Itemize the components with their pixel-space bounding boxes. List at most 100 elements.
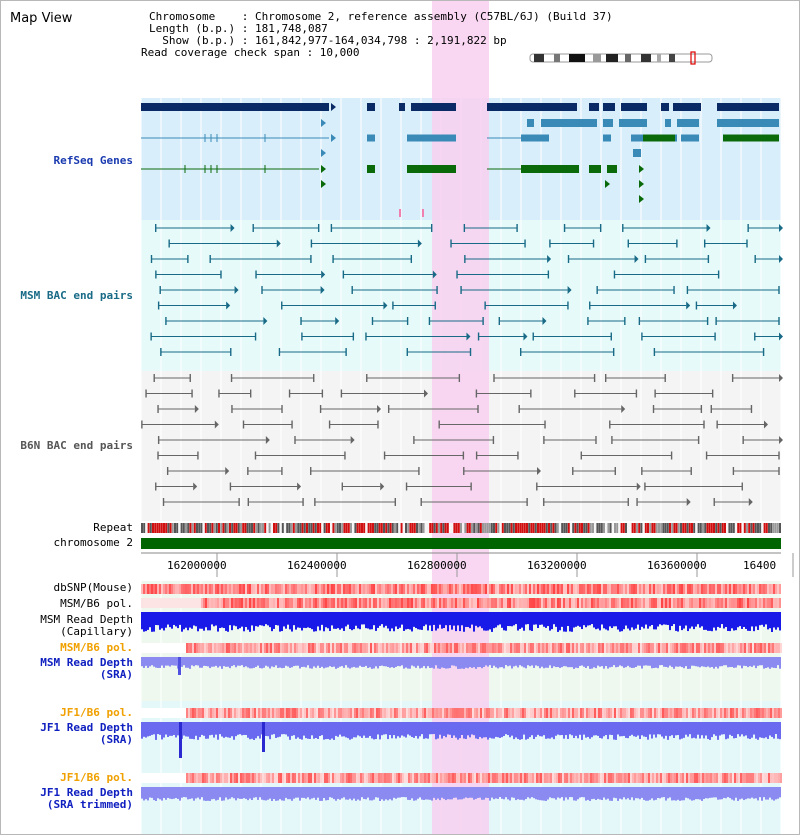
heat-cell	[728, 643, 730, 653]
label-msm-b6-pol-1[interactable]: MSM/B6 pol.	[60, 597, 133, 610]
label-msm-b6-pol-2[interactable]: MSM/B6 pol.	[60, 641, 133, 654]
heat-cell	[709, 598, 711, 608]
heat-cell	[418, 708, 420, 718]
depth-bar	[575, 612, 577, 627]
heat-cell	[672, 773, 674, 783]
heat-cell	[284, 643, 286, 653]
label-jf1-b6-pol-2[interactable]: JF1/B6 pol.	[60, 771, 133, 784]
depth-bar	[595, 722, 597, 736]
depth-bar	[497, 657, 499, 669]
repeat-element	[561, 523, 564, 533]
depth-bar	[613, 787, 615, 798]
depth-bar	[493, 612, 495, 629]
heat-cell	[397, 598, 399, 608]
depth-bar	[333, 722, 335, 740]
depth-bar	[189, 612, 191, 628]
heat-cell	[411, 598, 413, 608]
heat-cell	[232, 643, 234, 653]
heat-cell	[373, 584, 375, 594]
depth-bar	[619, 722, 621, 737]
repeat-element	[356, 523, 359, 533]
heat-cell	[229, 584, 231, 594]
depth-bar	[681, 722, 683, 739]
depth-bar	[601, 612, 603, 625]
repeat-element	[605, 523, 608, 533]
heat-cell	[719, 598, 721, 608]
heat-cell	[694, 773, 696, 783]
heat-cell	[711, 584, 713, 594]
label-repeat[interactable]: Repeat	[93, 521, 133, 534]
depth-bar	[217, 657, 219, 668]
heat-cell	[674, 708, 676, 718]
chromosome-ideogram[interactable]	[529, 51, 713, 65]
heat-cell	[240, 708, 242, 718]
repeat-element	[735, 523, 737, 533]
heat-cell	[335, 598, 337, 608]
label-refseq-genes[interactable]: RefSeq Genes	[53, 154, 133, 167]
depth-bar	[649, 787, 651, 800]
heat-cell	[468, 643, 470, 653]
depth-bar	[605, 722, 607, 736]
depth-bar	[669, 722, 671, 737]
heat-cell	[583, 584, 585, 594]
depth-bar	[223, 657, 225, 667]
label-jf1-depth-trimmed[interactable]: JF1 Read Depth (SRA trimmed)	[40, 787, 133, 811]
heat-cell	[420, 773, 422, 783]
depth-bar	[767, 787, 769, 800]
label-chromosome[interactable]: chromosome 2	[53, 536, 133, 549]
label-jf1-b6-pol-1[interactable]: JF1/B6 pol.	[60, 706, 133, 719]
heat-cell	[222, 708, 224, 718]
heat-cell	[508, 773, 510, 783]
heat-cell	[643, 598, 645, 608]
heat-cell	[761, 598, 763, 608]
heat-cell	[282, 643, 284, 653]
heat-cell	[616, 773, 618, 783]
heat-cell	[415, 598, 417, 608]
depth-bar	[729, 787, 731, 799]
label-b6n-bac[interactable]: B6N BAC end pairs	[20, 439, 133, 452]
heat-cell	[360, 643, 362, 653]
heat-cell	[650, 708, 652, 718]
depth-bar	[609, 722, 611, 735]
depth-bar	[443, 787, 445, 799]
repeat-element	[671, 523, 674, 533]
heat-cell	[484, 708, 486, 718]
depth-bar	[531, 787, 533, 798]
heat-cell	[398, 643, 400, 653]
repeat-element	[765, 523, 768, 533]
depth-bar	[697, 612, 699, 625]
depth-bar	[335, 722, 337, 736]
depth-bar	[423, 722, 425, 739]
label-dbsnp[interactable]: dbSNP(Mouse)	[53, 581, 133, 594]
depth-bar	[199, 612, 201, 629]
heat-cell	[331, 598, 333, 608]
heat-cell	[266, 773, 268, 783]
heat-cell	[290, 643, 292, 653]
depth-bar	[497, 612, 499, 626]
depth-bar	[537, 612, 539, 629]
heat-cell	[401, 584, 403, 594]
heat-cell	[381, 598, 383, 608]
heat-cell	[344, 773, 346, 783]
heat-cell	[677, 584, 679, 594]
heat-cell	[636, 708, 638, 718]
depth-bar	[227, 787, 229, 800]
label-jf1-depth-sra[interactable]: JF1 Read Depth (SRA)	[40, 722, 133, 746]
depth-bar	[721, 612, 723, 625]
label-msm-bac[interactable]: MSM BAC end pairs	[20, 289, 133, 302]
depth-bar	[263, 787, 265, 801]
heat-cell	[251, 584, 253, 594]
heat-cell	[446, 773, 448, 783]
heat-cell	[237, 584, 239, 594]
heat-cell	[655, 598, 657, 608]
label-msm-depth-sra[interactable]: MSM Read Depth (SRA)	[40, 657, 133, 681]
heat-cell	[359, 584, 361, 594]
depth-bar	[271, 657, 273, 667]
repeat-element	[416, 523, 418, 533]
heat-cell	[296, 643, 298, 653]
heat-cell	[237, 598, 239, 608]
label-msm-depth-capillary[interactable]: MSM Read Depth (Capillary)	[40, 614, 133, 638]
depth-bar	[247, 787, 249, 801]
repeat-element	[339, 523, 341, 533]
